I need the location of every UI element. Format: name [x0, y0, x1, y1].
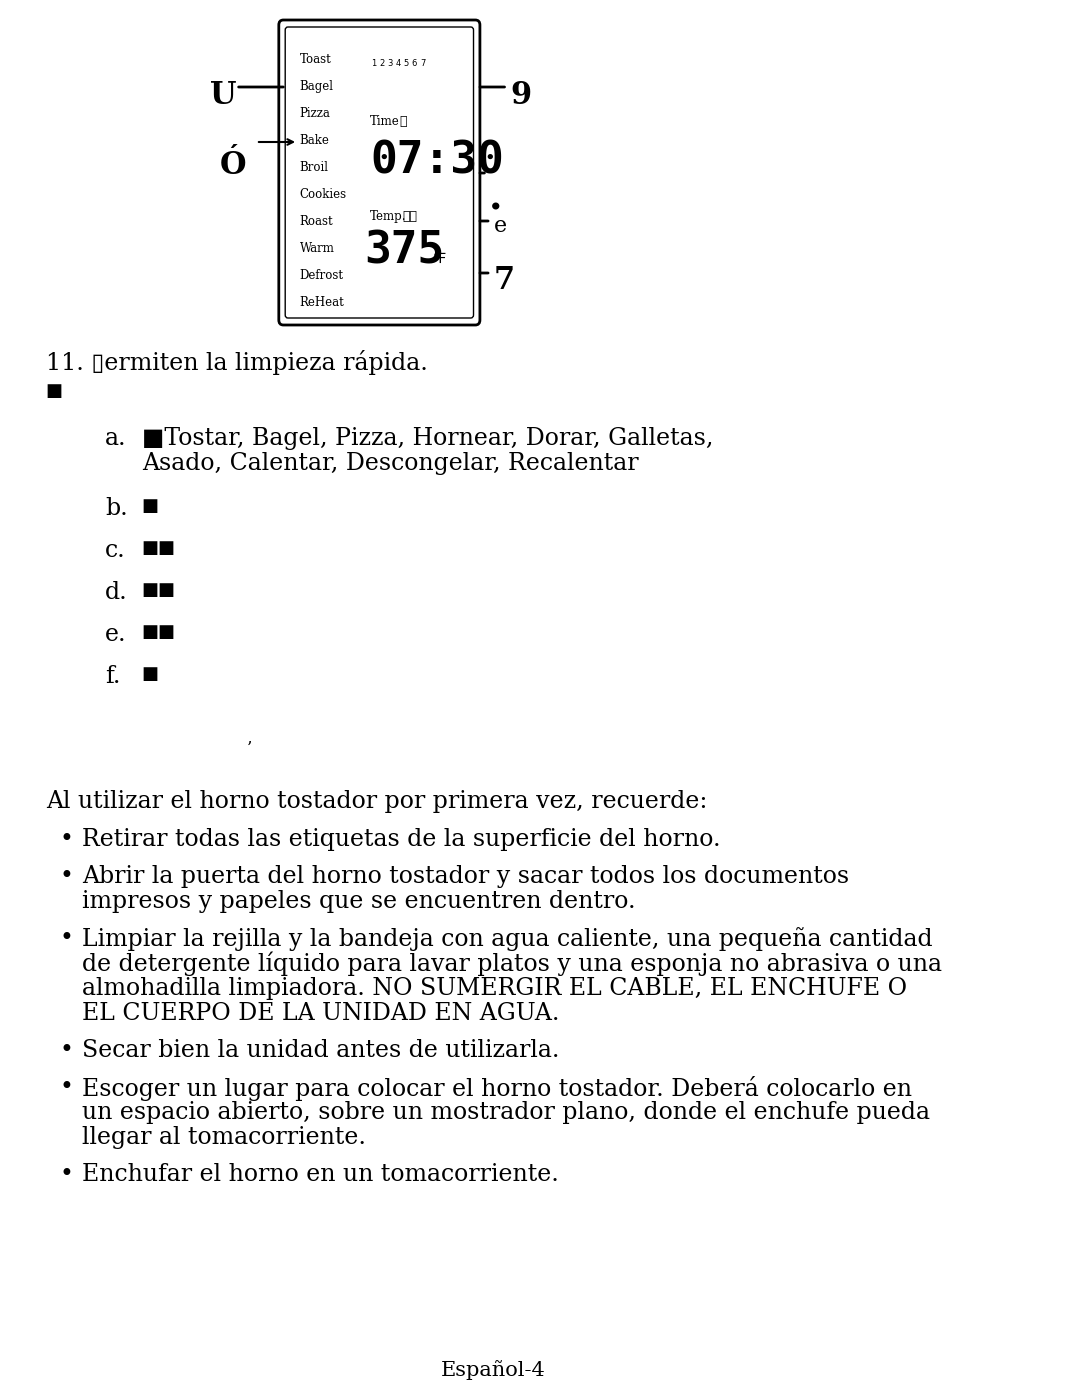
- Text: Toast: Toast: [300, 53, 332, 66]
- Text: ⌚: ⌚: [400, 115, 407, 129]
- Text: ⓘⓈ: ⓘⓈ: [402, 210, 417, 224]
- Text: Asado, Calentar, Descongelar, Recalentar: Asado, Calentar, Descongelar, Recalentar: [141, 453, 638, 475]
- Text: 6: 6: [411, 59, 417, 68]
- Text: 2: 2: [379, 59, 384, 68]
- Text: Limpiar la rejilla y la bandeja con agua caliente, una pequeña cantidad: Limpiar la rejilla y la bandeja con agua…: [82, 928, 933, 951]
- Text: Español-4: Español-4: [442, 1361, 546, 1380]
- Text: e.: e.: [105, 623, 126, 645]
- Text: d.: d.: [105, 581, 127, 604]
- Text: •: •: [59, 1076, 73, 1099]
- Text: ■Tostar, Bagel, Pizza, Hornear, Dorar, Galletas,: ■Tostar, Bagel, Pizza, Hornear, Dorar, G…: [141, 427, 713, 450]
- Text: ■■: ■■: [141, 581, 176, 599]
- Bar: [378, 47, 384, 53]
- Text: ■: ■: [141, 665, 159, 683]
- Text: 7: 7: [494, 265, 515, 296]
- Text: Enchufar el horno en un tomacorriente.: Enchufar el horno en un tomacorriente.: [82, 1162, 559, 1186]
- Text: •: •: [59, 1162, 73, 1186]
- Text: un espacio abierto, sobre un mostrador plano, donde el enchufe pueda: un espacio abierto, sobre un mostrador p…: [82, 1101, 930, 1125]
- Text: b.: b.: [105, 497, 127, 520]
- FancyBboxPatch shape: [285, 27, 473, 319]
- Text: Secar bien la unidad antes de utilizarla.: Secar bien la unidad antes de utilizarla…: [82, 1039, 559, 1062]
- Text: •: •: [59, 928, 73, 950]
- Bar: [403, 47, 409, 53]
- Text: Escoger un lugar para colocar el horno tostador. Deberá colocarlo en: Escoger un lugar para colocar el horno t…: [82, 1076, 913, 1101]
- Text: 11. ▯ermiten la limpieza rápida.: 11. ▯ermiten la limpieza rápida.: [45, 351, 428, 374]
- Text: 7: 7: [420, 59, 426, 68]
- Text: a.: a.: [105, 427, 126, 450]
- Text: EL CUERPO DE LA UNIDAD EN AGUA.: EL CUERPO DE LA UNIDAD EN AGUA.: [82, 1002, 559, 1025]
- Text: llegar al tomacorriente.: llegar al tomacorriente.: [82, 1126, 366, 1148]
- Text: ’: ’: [247, 740, 253, 757]
- Text: Pizza: Pizza: [300, 108, 330, 120]
- Text: ReHeat: ReHeat: [300, 296, 345, 309]
- Text: Roast: Roast: [300, 215, 334, 228]
- Text: Defrost: Defrost: [300, 270, 343, 282]
- Text: Warm: Warm: [300, 242, 335, 256]
- Text: 375: 375: [364, 231, 444, 272]
- Text: f.: f.: [105, 665, 121, 687]
- Text: ■: ■: [45, 381, 63, 400]
- Text: Cookies: Cookies: [300, 189, 347, 201]
- Bar: [360, 45, 366, 52]
- FancyBboxPatch shape: [279, 20, 480, 326]
- Text: Abrir la puerta del horno tostador y sacar todos los documentos: Abrir la puerta del horno tostador y sac…: [82, 865, 849, 888]
- Text: Temp.: Temp.: [370, 210, 407, 224]
- Text: •: •: [59, 865, 73, 888]
- Bar: [370, 47, 377, 53]
- Text: almohadilla limpiadora. NO SUMERGIR EL CABLE, EL ENCHUFE O: almohadilla limpiadora. NO SUMERGIR EL C…: [82, 977, 907, 1000]
- Text: Bake: Bake: [300, 134, 329, 147]
- Text: 5: 5: [404, 59, 409, 68]
- Text: ℉: ℉: [432, 251, 446, 265]
- Text: 4: 4: [395, 59, 401, 68]
- Text: Time: Time: [370, 115, 400, 129]
- Text: 07:30: 07:30: [370, 140, 504, 183]
- Text: ■■: ■■: [141, 539, 176, 557]
- Text: U: U: [211, 80, 237, 110]
- Text: e: e: [494, 215, 507, 237]
- Text: impresos y papeles que se encuentren dentro.: impresos y papeles que se encuentren den…: [82, 890, 636, 914]
- Text: 9: 9: [510, 80, 531, 110]
- Text: Retirar todas las etiquetas de la superficie del horno.: Retirar todas las etiquetas de la superf…: [82, 828, 720, 851]
- Text: 1: 1: [370, 59, 376, 68]
- Text: de detergente líquido para lavar platos y una esponja no abrasiva o una: de detergente líquido para lavar platos …: [82, 951, 942, 977]
- Text: •: •: [59, 1039, 73, 1062]
- Bar: [420, 47, 426, 53]
- Bar: [387, 47, 393, 53]
- Text: ■■: ■■: [141, 623, 176, 641]
- Bar: [395, 47, 402, 53]
- Text: Ó: Ó: [219, 149, 246, 182]
- Bar: [411, 47, 418, 53]
- Text: •: •: [59, 828, 73, 851]
- Text: c.: c.: [105, 539, 126, 562]
- Text: Al utilizar el horno tostador por primera vez, recuerde:: Al utilizar el horno tostador por primer…: [45, 789, 707, 813]
- Text: ■: ■: [141, 497, 159, 515]
- Text: Bagel: Bagel: [300, 80, 334, 94]
- Text: 3: 3: [388, 59, 392, 68]
- Text: .: .: [489, 180, 502, 218]
- Text: Broil: Broil: [300, 161, 328, 175]
